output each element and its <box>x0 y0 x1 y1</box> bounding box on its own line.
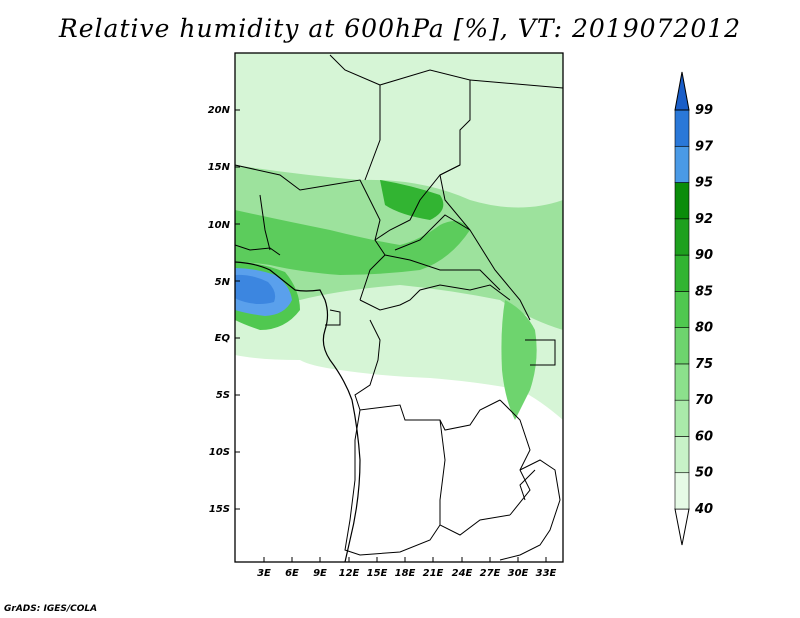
map-title: Relative humidity at 600hPa [%], VT: 201… <box>58 14 742 43</box>
colorbar-segment <box>674 291 690 328</box>
lon-label: 12E <box>339 568 360 579</box>
colorbar-label: 70 <box>695 393 713 408</box>
country-borders <box>234 54 564 561</box>
colorbar-label: 97 <box>695 139 714 154</box>
lat-label: 15S <box>209 504 230 515</box>
colorbar-label: 85 <box>695 284 713 299</box>
lat-label: 10N <box>208 220 231 231</box>
colorbar: 40 50 60 70 75 80 85 90 92 95 97 99 <box>674 71 714 546</box>
credit-text: GrADS: IGES/COLA <box>4 604 98 614</box>
colorbar-segment <box>674 182 690 220</box>
lon-label: 3E <box>257 568 271 579</box>
colorbar-segment <box>674 109 690 147</box>
humidity-field-east <box>501 300 537 420</box>
lat-label: 5N <box>215 277 231 288</box>
lat-label: 5S <box>216 390 230 401</box>
lat-label: EQ <box>215 333 231 344</box>
lon-label: 6E <box>285 568 299 579</box>
colorbar-segment <box>674 218 690 256</box>
colorbar-label: 99 <box>695 103 713 118</box>
colorbar-label: 60 <box>695 429 713 444</box>
colorbar-label: 40 <box>694 502 713 517</box>
lat-label: 20N <box>208 105 231 116</box>
colorbar-label: 95 <box>695 176 713 191</box>
map-panel <box>234 52 564 563</box>
colorbar-label: 80 <box>695 321 713 336</box>
colorbar-label: 90 <box>695 248 713 263</box>
colorbar-segment <box>674 145 690 183</box>
colorbar-label: 50 <box>695 466 713 481</box>
latitude-axis: 20N 15N 10N 5N EQ 5S 10S 15S <box>208 105 240 515</box>
lon-label: 9E <box>313 568 327 579</box>
colorbar-lower-triangle <box>674 508 690 546</box>
lon-label: 33E <box>536 568 557 579</box>
ocean-wet-core <box>235 274 276 304</box>
colorbar-segment <box>674 436 690 474</box>
lon-label: 24E <box>452 568 473 579</box>
humidity-field-high <box>235 210 470 275</box>
humidity-field-north <box>380 180 444 220</box>
colorbar-segment <box>674 327 690 365</box>
colorbar-label: 75 <box>695 357 713 372</box>
lon-label: 27E <box>480 568 501 579</box>
lat-label: 10S <box>209 447 230 458</box>
colorbar-segment <box>674 472 690 510</box>
lat-label: 15N <box>208 162 231 173</box>
colorbar-segment <box>674 254 690 292</box>
lon-label: 18E <box>395 568 416 579</box>
colorbar-segment <box>674 363 690 401</box>
colorbar-segment <box>674 399 690 437</box>
colorbar-upper-triangle <box>674 71 690 111</box>
longitude-axis: 3E 6E 9E 12E 15E 18E 21E 24E 27E 30E 33E <box>257 557 557 579</box>
colorbar-label: 92 <box>695 212 713 227</box>
lon-label: 21E <box>423 568 444 579</box>
coastline <box>234 261 361 563</box>
lon-label: 15E <box>367 568 388 579</box>
lon-label: 30E <box>508 568 529 579</box>
